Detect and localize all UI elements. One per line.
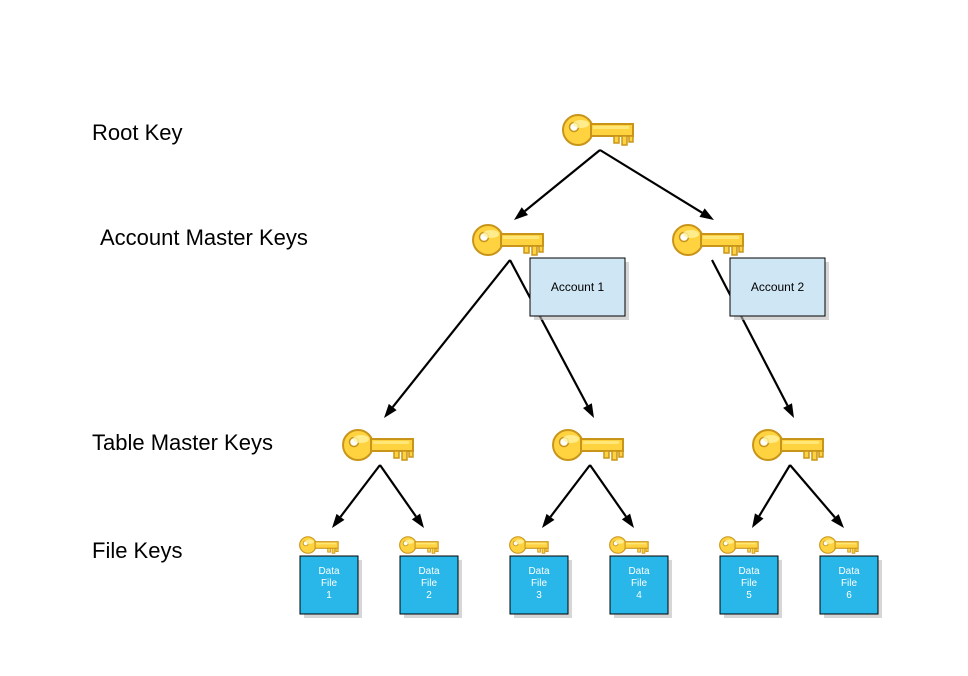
edge bbox=[340, 465, 380, 517]
edge bbox=[759, 465, 790, 516]
edge bbox=[380, 465, 416, 517]
arrowhead bbox=[752, 513, 764, 528]
edge bbox=[393, 260, 510, 407]
edge bbox=[550, 465, 590, 517]
arrowhead bbox=[699, 208, 714, 220]
root-level-label: Root Key bbox=[92, 120, 183, 145]
key-icon bbox=[820, 537, 859, 554]
account-box-label: Account 1 bbox=[551, 280, 605, 294]
table-level-label: Table Master Keys bbox=[92, 430, 273, 455]
key-icon bbox=[400, 537, 439, 554]
key-icon bbox=[510, 537, 549, 554]
edge bbox=[790, 465, 835, 517]
arrowhead bbox=[583, 403, 594, 418]
account-box-label: Account 2 bbox=[751, 280, 805, 294]
key-icon bbox=[563, 115, 633, 145]
key-icon bbox=[343, 430, 413, 460]
key-icon bbox=[610, 537, 649, 554]
key-hierarchy-diagram: Account 1Account 2DataFile1DataFile2Data… bbox=[0, 0, 968, 676]
key-icon bbox=[473, 225, 543, 255]
key-icon bbox=[300, 537, 339, 554]
arrowhead bbox=[412, 514, 424, 528]
arrowhead bbox=[332, 514, 344, 528]
edge bbox=[590, 465, 626, 517]
key-icon bbox=[673, 225, 743, 255]
key-icon bbox=[720, 537, 759, 554]
arrowhead bbox=[542, 514, 554, 528]
account-level-label: Account Master Keys bbox=[100, 225, 308, 250]
arrowhead bbox=[622, 514, 634, 528]
edge bbox=[525, 150, 600, 211]
key-icon bbox=[753, 430, 823, 460]
file-level-label: File Keys bbox=[92, 538, 182, 563]
edge bbox=[600, 150, 702, 213]
key-icon bbox=[553, 430, 623, 460]
arrowhead bbox=[783, 403, 794, 418]
